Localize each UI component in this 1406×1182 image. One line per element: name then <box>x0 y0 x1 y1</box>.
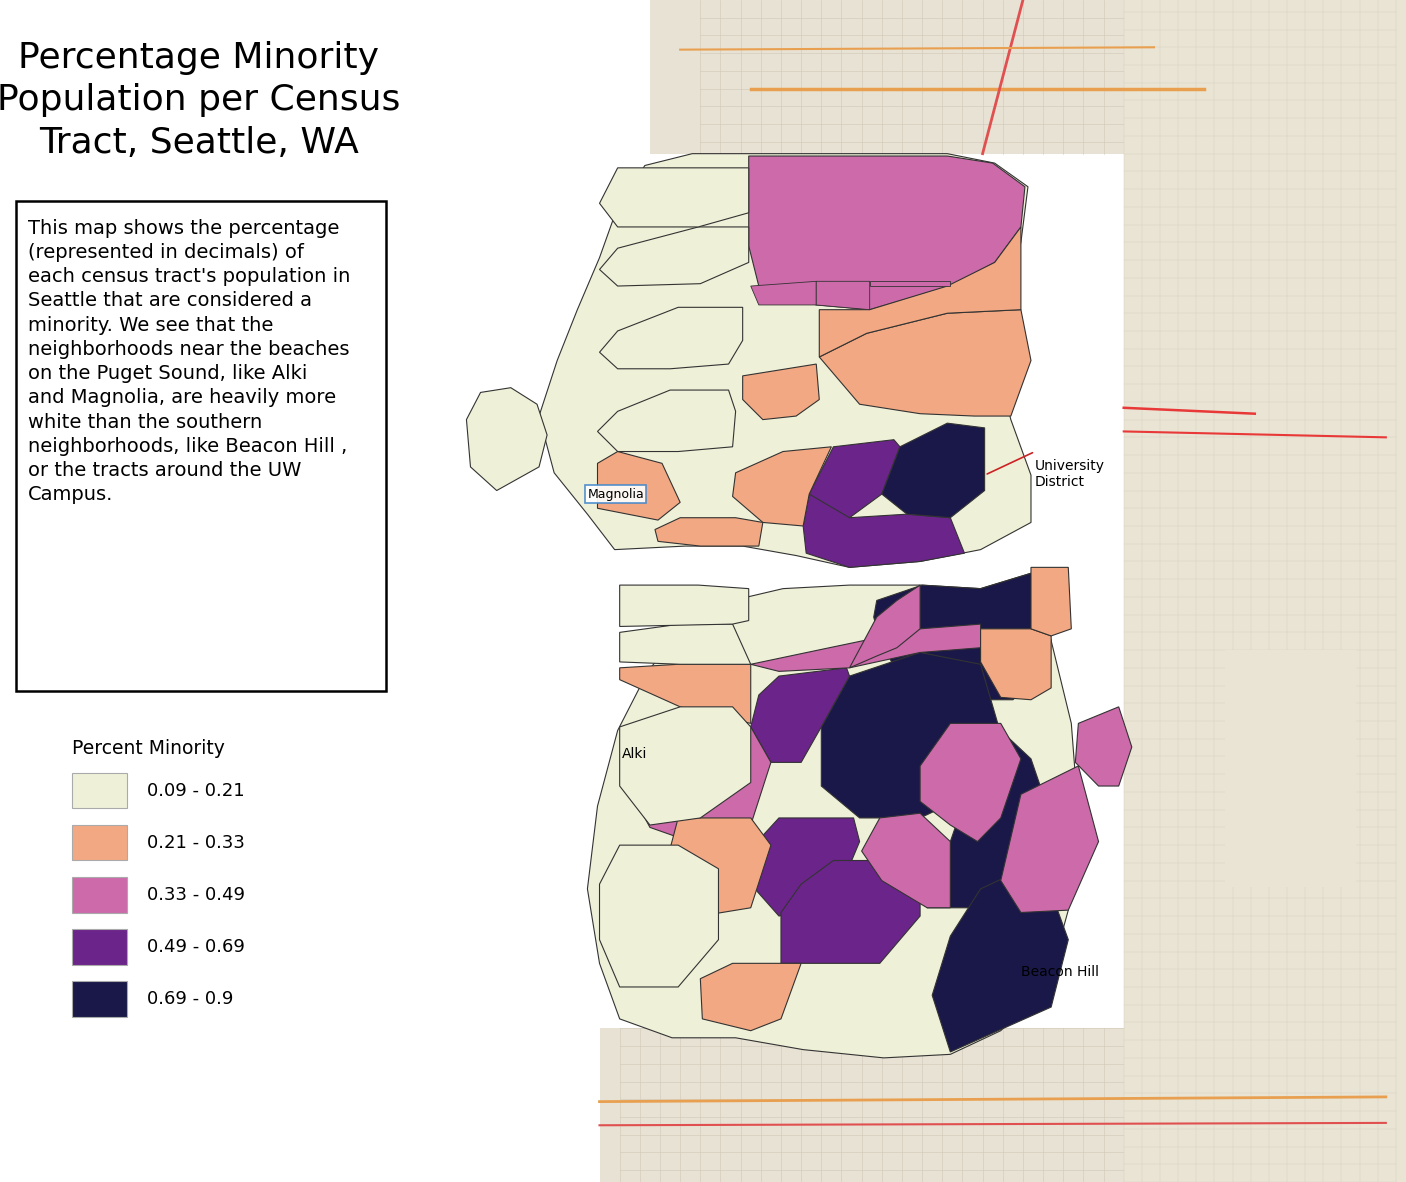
Polygon shape <box>870 281 950 286</box>
Polygon shape <box>927 730 1052 908</box>
Polygon shape <box>620 585 749 626</box>
Polygon shape <box>932 865 1069 1052</box>
Polygon shape <box>620 624 751 664</box>
FancyBboxPatch shape <box>72 981 128 1017</box>
Polygon shape <box>980 629 1052 700</box>
FancyBboxPatch shape <box>72 929 128 965</box>
Polygon shape <box>1123 0 1406 1182</box>
Polygon shape <box>849 585 920 668</box>
Polygon shape <box>780 860 920 963</box>
Polygon shape <box>599 168 749 227</box>
Polygon shape <box>742 364 820 420</box>
Text: 0.49 - 0.69: 0.49 - 0.69 <box>148 937 245 956</box>
Polygon shape <box>749 156 1025 310</box>
Polygon shape <box>820 227 1021 357</box>
Polygon shape <box>862 813 950 908</box>
Text: 0.21 - 0.33: 0.21 - 0.33 <box>148 833 245 852</box>
Text: 0.33 - 0.49: 0.33 - 0.49 <box>148 885 245 904</box>
Polygon shape <box>650 0 1406 154</box>
Polygon shape <box>1225 650 1355 886</box>
Polygon shape <box>1031 567 1071 636</box>
FancyBboxPatch shape <box>15 201 387 691</box>
Text: This map shows the percentage
(represented in decimals) of
each census tract's p: This map shows the percentage (represent… <box>28 219 350 505</box>
Polygon shape <box>751 668 849 762</box>
Polygon shape <box>538 154 1031 567</box>
Text: University
District: University District <box>1035 459 1105 489</box>
FancyBboxPatch shape <box>72 877 128 913</box>
Polygon shape <box>920 723 1021 842</box>
Text: Magnolia: Magnolia <box>588 488 644 500</box>
Polygon shape <box>873 573 1052 700</box>
Polygon shape <box>655 518 763 546</box>
Polygon shape <box>751 281 817 305</box>
FancyBboxPatch shape <box>72 773 128 808</box>
Text: Alki: Alki <box>621 747 647 761</box>
Polygon shape <box>1001 766 1098 913</box>
Polygon shape <box>882 423 984 518</box>
Polygon shape <box>599 227 749 286</box>
Polygon shape <box>599 845 718 987</box>
Text: Percentage Minority
Population per Census
Tract, Seattle, WA: Percentage Minority Population per Censu… <box>0 41 401 160</box>
Polygon shape <box>598 390 735 452</box>
Polygon shape <box>599 307 742 369</box>
Polygon shape <box>588 573 1078 1058</box>
Polygon shape <box>467 388 547 491</box>
Polygon shape <box>599 1028 1406 1182</box>
Polygon shape <box>650 0 1406 154</box>
Polygon shape <box>620 707 751 825</box>
Polygon shape <box>671 818 770 916</box>
Polygon shape <box>627 727 770 845</box>
Polygon shape <box>751 818 859 916</box>
Text: Percent Minority: Percent Minority <box>72 739 225 758</box>
Polygon shape <box>700 963 801 1031</box>
Polygon shape <box>817 281 870 310</box>
Text: 0.09 - 0.21: 0.09 - 0.21 <box>148 781 245 800</box>
Polygon shape <box>733 447 831 526</box>
Polygon shape <box>821 652 998 818</box>
FancyBboxPatch shape <box>72 825 128 860</box>
Polygon shape <box>803 494 965 567</box>
Polygon shape <box>751 624 980 671</box>
Polygon shape <box>620 664 751 723</box>
Polygon shape <box>820 310 1031 416</box>
Text: Beacon Hill: Beacon Hill <box>1021 965 1099 979</box>
Text: 0.69 - 0.9: 0.69 - 0.9 <box>148 989 233 1008</box>
Polygon shape <box>810 440 900 518</box>
Polygon shape <box>598 452 681 520</box>
Polygon shape <box>1076 707 1132 786</box>
